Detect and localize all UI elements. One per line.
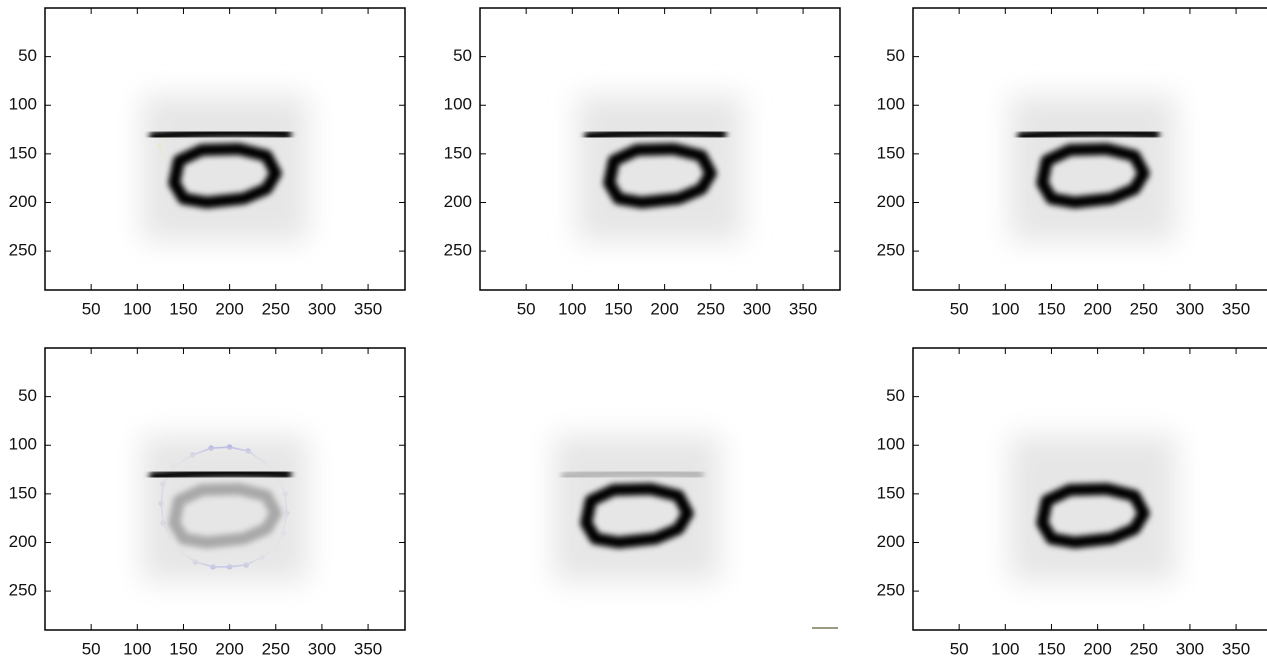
y-tick-label: 50 — [18, 46, 37, 65]
plot-frame — [44, 347, 406, 631]
x-tick-label: 50 — [517, 299, 536, 318]
image-halo — [141, 435, 309, 582]
image-ring — [1036, 483, 1150, 549]
y-tick-label: 50 — [886, 386, 905, 405]
y-tick-label: 150 — [877, 483, 905, 502]
x-tick-label: 200 — [215, 639, 243, 657]
y-tick-label: 150 — [9, 483, 37, 502]
image-content — [576, 95, 744, 242]
image-content — [1009, 95, 1177, 242]
y-tick-label: 50 — [18, 386, 37, 405]
x-tick-label: 150 — [1037, 639, 1065, 657]
x-tick-label: 150 — [604, 299, 632, 318]
x-tick-label: 350 — [354, 639, 382, 657]
image-ring — [168, 143, 282, 209]
x-tick-label: 200 — [1083, 639, 1111, 657]
x-tick-label: 150 — [169, 299, 197, 318]
y-tick-label: 150 — [9, 143, 37, 162]
image-bar — [583, 127, 727, 142]
y-tick-label: 250 — [877, 241, 905, 260]
plot-frame — [44, 7, 406, 291]
x-tick-label: 100 — [123, 639, 151, 657]
image-content — [141, 435, 309, 582]
y-tick-label: 250 — [9, 241, 37, 260]
x-tick-label: 100 — [991, 299, 1019, 318]
image-content — [141, 95, 309, 242]
image-ring — [168, 483, 282, 549]
x-tick-label: 350 — [789, 299, 817, 318]
y-tick-label: 200 — [9, 192, 37, 211]
y-tick-label: 100 — [9, 435, 37, 454]
image-content — [1009, 435, 1177, 582]
x-tick-label: 350 — [1222, 639, 1250, 657]
image-bar — [148, 467, 292, 482]
x-tick-label: 150 — [169, 639, 197, 657]
panel: 50 100 150 200 250 300 350 50 100 150 200 250 — [877, 7, 1267, 318]
x-tick-label: 350 — [1222, 299, 1250, 318]
image-content — [553, 435, 720, 582]
x-tick-label: 300 — [743, 299, 771, 318]
y-tick-label: 250 — [9, 581, 37, 600]
image-halo — [1009, 435, 1177, 582]
image-ring — [603, 143, 717, 209]
x-tick-label: 100 — [123, 299, 151, 318]
x-tick-label: 200 — [650, 299, 678, 318]
y-tick-label: 150 — [877, 143, 905, 162]
image-bar — [1016, 127, 1160, 142]
x-tick-label: 250 — [262, 639, 290, 657]
x-tick-label: 150 — [1037, 299, 1065, 318]
image-halo — [553, 435, 720, 582]
x-tick-label: 50 — [950, 299, 969, 318]
plot-frame — [912, 7, 1267, 291]
x-tick-label: 250 — [262, 299, 290, 318]
y-tick-label: 50 — [453, 46, 472, 65]
y-tick-label: 150 — [444, 143, 472, 162]
y-tick-label: 200 — [9, 532, 37, 551]
x-tick-label: 50 — [82, 639, 101, 657]
x-tick-label: 350 — [354, 299, 382, 318]
x-tick-label: 100 — [558, 299, 586, 318]
y-tick-label: 250 — [444, 241, 472, 260]
image-ring — [580, 483, 694, 549]
image-bar — [148, 127, 292, 142]
image-halo — [1009, 95, 1177, 242]
y-tick-label: 250 — [877, 581, 905, 600]
image-halo — [141, 95, 309, 242]
plot-frame — [479, 7, 841, 291]
x-tick-label: 300 — [1176, 639, 1204, 657]
y-tick-label: 200 — [877, 192, 905, 211]
y-tick-label: 200 — [444, 192, 472, 211]
y-tick-label: 50 — [886, 46, 905, 65]
x-tick-label: 300 — [308, 299, 336, 318]
image-halo — [576, 95, 744, 242]
image-ring — [1036, 143, 1150, 209]
x-tick-label: 250 — [1130, 299, 1158, 318]
image-bar — [560, 467, 704, 482]
x-tick-label: 50 — [82, 299, 101, 318]
y-tick-label: 100 — [444, 95, 472, 114]
x-tick-label: 200 — [1083, 299, 1111, 318]
x-tick-label: 250 — [1130, 639, 1158, 657]
x-tick-label: 200 — [215, 299, 243, 318]
plot-frame — [912, 347, 1267, 631]
y-tick-label: 100 — [877, 435, 905, 454]
y-tick-label: 100 — [9, 95, 37, 114]
x-tick-label: 300 — [1176, 299, 1204, 318]
y-tick-label: 200 — [877, 532, 905, 551]
x-tick-label: 50 — [950, 639, 969, 657]
x-tick-label: 250 — [697, 299, 725, 318]
y-tick-label: 100 — [877, 95, 905, 114]
x-tick-label: 100 — [991, 639, 1019, 657]
x-tick-label: 300 — [308, 639, 336, 657]
